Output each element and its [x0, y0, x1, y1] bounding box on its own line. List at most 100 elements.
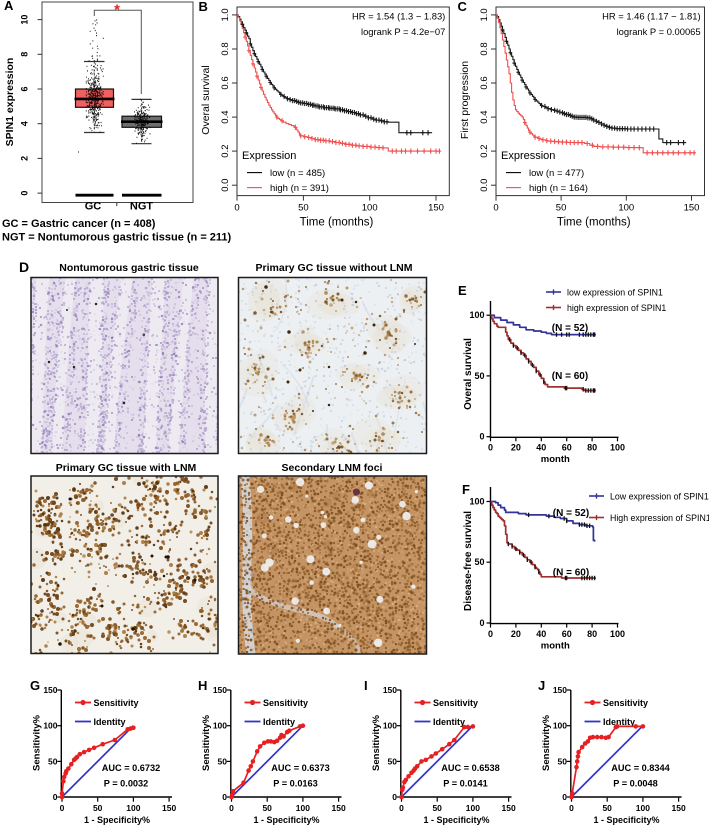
svg-text:Overal survival: Overal survival: [200, 65, 212, 134]
svg-text:50: 50: [262, 803, 272, 813]
svg-text:100: 100: [469, 310, 484, 320]
svg-text:100: 100: [618, 203, 634, 214]
svg-text:100: 100: [296, 803, 310, 813]
svg-text:0: 0: [493, 203, 498, 214]
svg-text:50: 50: [602, 803, 612, 813]
svg-text:C: C: [458, 0, 468, 14]
svg-text:40: 40: [536, 629, 546, 639]
svg-text:0: 0: [392, 792, 397, 802]
svg-text:*: *: [114, 2, 120, 19]
svg-text:logrank P = 4.2e−07: logrank P = 4.2e−07: [361, 26, 445, 37]
svg-text:0: 0: [562, 792, 567, 802]
svg-text:100: 100: [610, 443, 625, 453]
svg-text:0: 0: [60, 803, 65, 813]
svg-text:150: 150: [672, 803, 686, 813]
svg-text:50: 50: [298, 203, 309, 214]
svg-text:100: 100: [466, 803, 480, 813]
svg-text:SPIN1 expression: SPIN1 expression: [4, 58, 16, 147]
svg-text:8: 8: [20, 52, 30, 57]
svg-text:Sensitivity: Sensitivity: [603, 698, 648, 708]
svg-text:Time (months): Time (months): [300, 217, 374, 229]
svg-text:1 - Specificity%: 1 - Specificity%: [253, 815, 319, 825]
svg-text:0.4: 0.4: [220, 110, 231, 123]
svg-text:80: 80: [587, 443, 597, 453]
svg-text:150: 150: [332, 803, 346, 813]
svg-text:0: 0: [479, 618, 484, 628]
svg-text:E: E: [458, 283, 467, 298]
svg-text:Low expression of SPIN1: Low expression of SPIN1: [610, 491, 709, 501]
svg-text:P = 0.0163: P = 0.0163: [273, 779, 318, 789]
svg-text:Nontumorous gastric tissue: Nontumorous gastric tissue: [59, 262, 199, 274]
svg-text:F: F: [462, 482, 470, 497]
svg-text:50: 50: [474, 371, 484, 381]
svg-text:100: 100: [610, 629, 625, 639]
svg-text:0.0: 0.0: [220, 179, 231, 192]
svg-text:150: 150: [553, 685, 567, 695]
svg-text:20: 20: [511, 443, 521, 453]
svg-text:HR = 1.54 (1.3 − 1.83): HR = 1.54 (1.3 − 1.83): [352, 11, 445, 22]
svg-text:D: D: [19, 259, 29, 275]
svg-text:month: month: [541, 641, 570, 652]
svg-text:1 - Specificity%: 1 - Specificity%: [84, 815, 150, 825]
svg-text:50: 50: [556, 203, 567, 214]
svg-text:First progression: First progression: [459, 61, 471, 139]
svg-text:(N = 52): (N = 52): [552, 323, 588, 334]
svg-text:0.6: 0.6: [479, 76, 490, 89]
svg-text:Primary GC tissue without LNM: Primary GC tissue without LNM: [256, 262, 413, 274]
svg-text:50: 50: [388, 756, 398, 766]
svg-text:P = 0.0141: P = 0.0141: [443, 779, 488, 789]
svg-text:100: 100: [636, 803, 650, 813]
svg-text:Primary GC tissue with LNM: Primary GC tissue with LNM: [56, 462, 197, 474]
svg-text:0: 0: [20, 191, 30, 196]
svg-text:1 - Specificity%: 1 - Specificity%: [423, 815, 489, 825]
svg-text:high expression of SPIN1: high expression of SPIN1: [567, 303, 666, 313]
svg-text:4: 4: [20, 121, 30, 126]
svg-text:GC: GC: [85, 201, 102, 213]
svg-text:low (n = 477): low (n = 477): [529, 168, 584, 179]
svg-text:high (n = 391): high (n = 391): [270, 183, 329, 194]
svg-text:0: 0: [234, 203, 239, 214]
svg-text:A: A: [4, 0, 14, 13]
svg-text:1 - Specificity%: 1 - Specificity%: [593, 815, 659, 825]
svg-text:(N = 52): (N = 52): [553, 508, 589, 519]
svg-text:150: 150: [428, 203, 444, 214]
svg-text:Sensitivity: Sensitivity: [94, 698, 139, 708]
svg-text:100: 100: [126, 803, 140, 813]
svg-text:I: I: [364, 678, 368, 693]
svg-text:GC = Gastric cancer (n = 408): GC = Gastric cancer (n = 408): [2, 218, 156, 230]
svg-text:20: 20: [511, 629, 521, 639]
svg-text:100: 100: [553, 721, 567, 731]
svg-text:Sensitivity%: Sensitivity%: [201, 714, 212, 771]
svg-text:High expression of SPIN1: High expression of SPIN1: [610, 513, 709, 523]
svg-text:AUC = 0.8344: AUC = 0.8344: [611, 763, 670, 773]
svg-text:150: 150: [383, 685, 397, 695]
svg-text:Sensitivity%: Sensitivity%: [371, 714, 382, 771]
svg-text:150: 150: [502, 803, 516, 813]
svg-text:Sensitivity%: Sensitivity%: [541, 714, 552, 771]
svg-text:60: 60: [562, 443, 572, 453]
svg-text:high (n = 164): high (n = 164): [529, 183, 588, 194]
svg-text:100: 100: [362, 203, 378, 214]
svg-text:50: 50: [48, 756, 58, 766]
svg-text:Time (months): Time (months): [557, 217, 631, 229]
svg-text:low (n = 485): low (n = 485): [270, 168, 325, 179]
svg-text:J: J: [538, 678, 545, 693]
svg-text:0.6: 0.6: [220, 76, 231, 89]
svg-text:0: 0: [399, 803, 404, 813]
svg-text:50: 50: [218, 756, 228, 766]
svg-text:0.2: 0.2: [220, 144, 231, 157]
svg-text:G: G: [30, 678, 40, 693]
svg-text:0: 0: [479, 432, 484, 442]
svg-text:0.0: 0.0: [479, 179, 490, 192]
svg-text:0.4: 0.4: [479, 110, 490, 123]
svg-text:AUC = 0.6373: AUC = 0.6373: [271, 763, 329, 773]
svg-text:150: 150: [684, 203, 700, 214]
svg-text:Sensitivity: Sensitivity: [433, 698, 478, 708]
svg-text:Sensitivity: Sensitivity: [263, 698, 308, 708]
svg-text:100: 100: [43, 721, 57, 731]
svg-text:Identity: Identity: [94, 717, 126, 727]
svg-text:HR = 1.46 (1.17 − 1.81): HR = 1.46 (1.17 − 1.81): [602, 11, 701, 22]
svg-text:Overal survival: Overal survival: [463, 338, 474, 410]
svg-text:0: 0: [569, 803, 574, 813]
svg-text:Identity: Identity: [603, 717, 635, 727]
